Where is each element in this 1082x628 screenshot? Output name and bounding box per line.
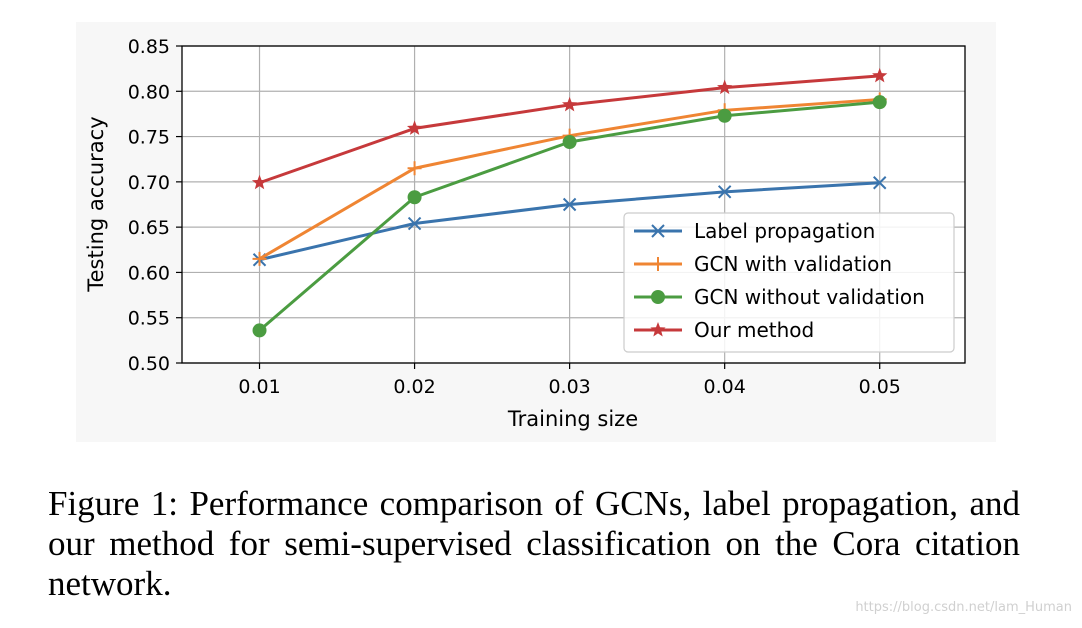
- x-tick-label: 0.01: [238, 376, 280, 398]
- marker-star: [650, 322, 666, 337]
- x-tick-label: 0.05: [859, 376, 901, 398]
- legend-marker: [651, 257, 665, 271]
- plot-frame: [181, 45, 966, 364]
- legend-marker: [651, 224, 665, 238]
- marker-dot: [407, 190, 422, 205]
- watermark: https://blog.csdn.net/lam_Human: [855, 600, 1072, 615]
- data-point-our-method: [251, 174, 268, 190]
- data-point-label-propagation: [717, 185, 732, 199]
- legend-entry-label-propagation: Label propagation: [634, 219, 875, 243]
- y-tick-label: 0.60: [128, 262, 170, 284]
- marker-stroke: [873, 176, 887, 190]
- marker-dot: [872, 95, 887, 110]
- legend-label: Our method: [694, 318, 814, 342]
- marker-star: [717, 79, 733, 95]
- data-point-label-propagation: [873, 176, 887, 190]
- y-axis-label: Testing accuracy: [84, 116, 108, 292]
- legend-label: Label propagation: [694, 219, 875, 243]
- data-point-gcn-with-validation: [252, 251, 267, 266]
- x-axis-label: Training size: [507, 407, 638, 431]
- legend-entries: Label propagation GCN with validation GCN …: [634, 219, 925, 342]
- marker-dot: [252, 323, 267, 338]
- x-tick-label: 0.04: [704, 376, 746, 398]
- legend-marker: [651, 290, 665, 304]
- data-point-our-method: [717, 79, 733, 95]
- line-chart: 0.01 0.02 0.03 0.04 0.05 0.50 0.55 0.60 0.65 0.70…: [84, 36, 966, 431]
- data-point-gcn-without-validation: [717, 108, 732, 123]
- marker-star: [251, 174, 268, 190]
- marker-stroke: [562, 197, 577, 212]
- marker-stroke: [651, 257, 665, 271]
- data-point-gcn-with-validation: [407, 161, 422, 176]
- legend-marker: [650, 322, 666, 337]
- data-point-gcn-without-validation: [562, 135, 577, 150]
- data-point-gcn-without-validation: [872, 95, 887, 110]
- data-point-label-propagation: [562, 197, 577, 212]
- legend: Label propagation GCN with validation GCN …: [623, 212, 955, 353]
- marker-dot: [651, 290, 665, 304]
- data-point-gcn-without-validation: [252, 323, 267, 338]
- figure-caption: Figure 1: Performance comparison of GCNs…: [48, 484, 1020, 603]
- marker-stroke: [407, 161, 422, 176]
- series-our-method: [251, 67, 888, 190]
- data-point-our-method: [872, 67, 888, 83]
- data-point-our-method: [562, 96, 578, 112]
- series-group: [251, 67, 888, 338]
- data-point-our-method: [406, 120, 423, 135]
- y-tick-label: 0.50: [128, 353, 170, 375]
- y-tick-label: 0.85: [128, 36, 170, 58]
- legend-box: [623, 212, 955, 353]
- y-tick-label: 0.70: [128, 172, 170, 194]
- y-tick-label: 0.65: [128, 217, 170, 239]
- legend-entry-gcn-without-validation: GCN without validation: [634, 285, 925, 309]
- data-point-gcn-without-validation: [407, 190, 422, 205]
- marker-star: [872, 67, 888, 83]
- y-tick-label: 0.75: [128, 127, 170, 149]
- marker-stroke: [252, 251, 267, 266]
- x-tick-label: 0.02: [393, 376, 435, 398]
- marker-dot: [562, 135, 577, 150]
- legend-label: GCN without validation: [694, 285, 925, 309]
- marker-stroke: [651, 224, 665, 238]
- axis-ticks: 0.01 0.02 0.03 0.04 0.05 0.50 0.55 0.60 0.65 0.70…: [128, 36, 901, 398]
- legend-entry-gcn-with-validation: GCN with validation: [634, 252, 892, 276]
- marker-star: [406, 120, 423, 135]
- data-point-label-propagation: [407, 216, 422, 231]
- y-tick-label: 0.55: [128, 308, 170, 330]
- y-tick-label: 0.80: [128, 81, 170, 103]
- legend-entry-our-method: Our method: [634, 318, 814, 342]
- x-tick-label: 0.03: [548, 376, 590, 398]
- marker-star: [562, 96, 578, 112]
- marker-dot: [717, 108, 732, 123]
- marker-stroke: [717, 185, 732, 199]
- series-gcn-without-validation: [252, 95, 887, 338]
- marker-stroke: [407, 216, 422, 231]
- legend-label: GCN with validation: [694, 252, 892, 276]
